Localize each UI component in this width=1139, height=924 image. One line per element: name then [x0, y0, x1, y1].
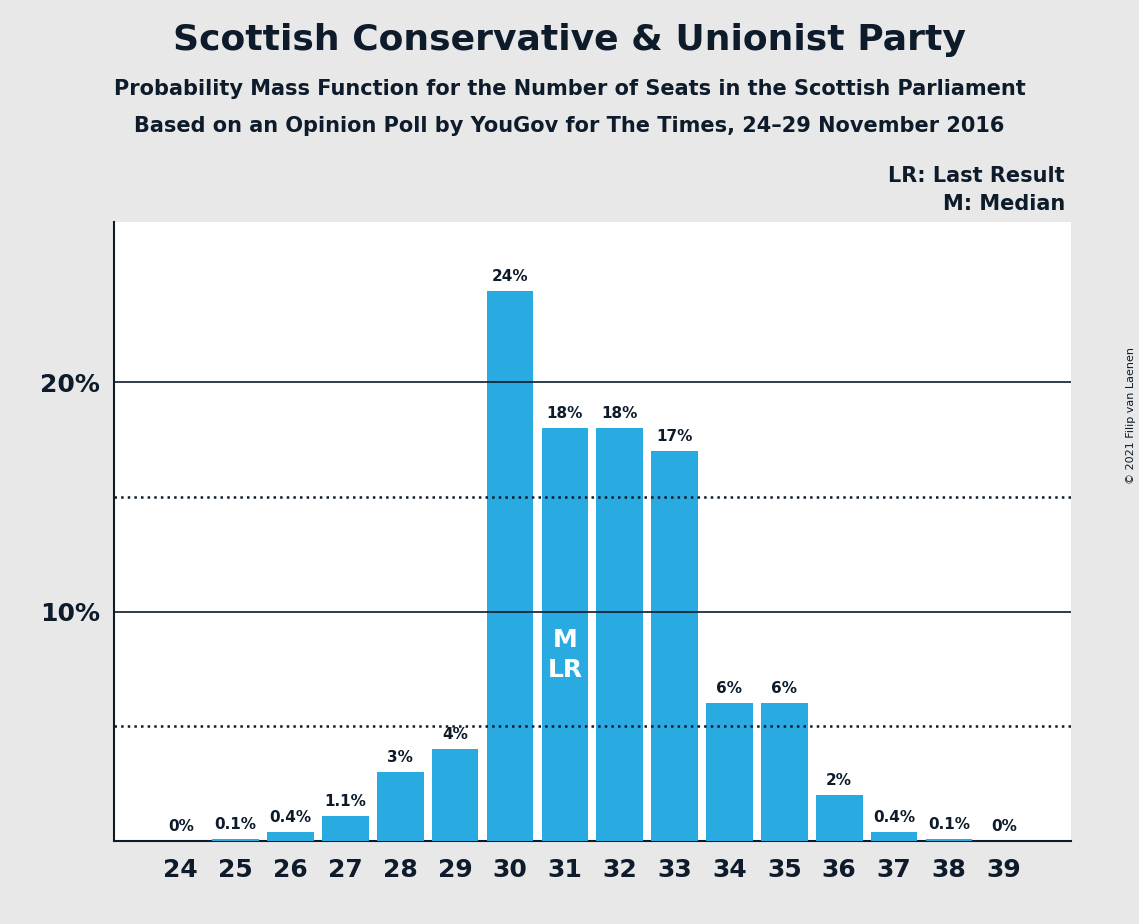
Bar	[432, 749, 478, 841]
Text: 4%: 4%	[442, 727, 468, 742]
Text: 0%: 0%	[991, 819, 1017, 834]
Bar	[706, 703, 753, 841]
Bar	[486, 290, 533, 841]
Text: 2%: 2%	[826, 773, 852, 788]
Text: 0.1%: 0.1%	[928, 817, 970, 832]
Bar	[871, 832, 917, 841]
Bar	[377, 772, 424, 841]
Text: Probability Mass Function for the Number of Seats in the Scottish Parliament: Probability Mass Function for the Number…	[114, 79, 1025, 99]
Text: M
LR: M LR	[547, 628, 582, 682]
Text: M: Median: M: Median	[943, 194, 1065, 214]
Text: 0.4%: 0.4%	[872, 809, 915, 825]
Bar	[652, 451, 698, 841]
Text: 18%: 18%	[601, 407, 638, 421]
Text: 0.4%: 0.4%	[270, 809, 312, 825]
Bar	[926, 839, 973, 841]
Text: 6%: 6%	[716, 681, 743, 697]
Text: 24%: 24%	[492, 269, 528, 284]
Bar	[761, 703, 808, 841]
Text: 17%: 17%	[656, 429, 693, 444]
Text: © 2021 Filip van Laenen: © 2021 Filip van Laenen	[1125, 347, 1136, 484]
Bar	[597, 428, 644, 841]
Text: 0%: 0%	[167, 819, 194, 834]
Text: 1.1%: 1.1%	[325, 794, 367, 808]
Text: 3%: 3%	[387, 750, 413, 765]
Bar	[322, 816, 369, 841]
Text: 18%: 18%	[547, 407, 583, 421]
Bar	[541, 428, 588, 841]
Bar	[212, 839, 259, 841]
Bar	[268, 832, 313, 841]
Text: LR: Last Result: LR: Last Result	[888, 166, 1065, 187]
Text: Based on an Opinion Poll by YouGov for The Times, 24–29 November 2016: Based on an Opinion Poll by YouGov for T…	[134, 116, 1005, 136]
Text: Scottish Conservative & Unionist Party: Scottish Conservative & Unionist Party	[173, 23, 966, 57]
Text: 6%: 6%	[771, 681, 797, 697]
Bar	[816, 795, 862, 841]
Text: 0.1%: 0.1%	[214, 817, 256, 832]
